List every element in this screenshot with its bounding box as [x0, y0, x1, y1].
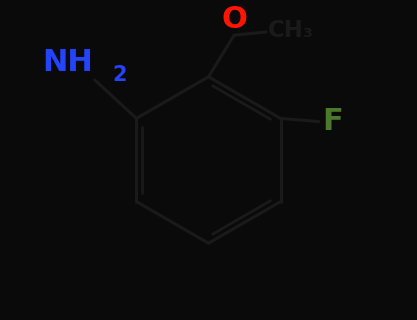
Text: CH₃: CH₃: [268, 19, 314, 42]
Text: O: O: [221, 4, 247, 34]
Text: 2: 2: [113, 65, 127, 85]
Text: F: F: [322, 107, 343, 136]
Text: NH: NH: [43, 48, 93, 77]
